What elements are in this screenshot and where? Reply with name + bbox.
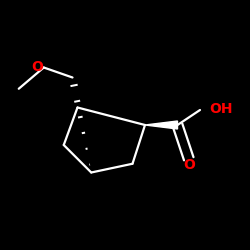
Text: OH: OH: [210, 102, 233, 116]
Polygon shape: [145, 121, 178, 129]
Text: O: O: [31, 60, 43, 74]
Text: O: O: [183, 158, 195, 172]
